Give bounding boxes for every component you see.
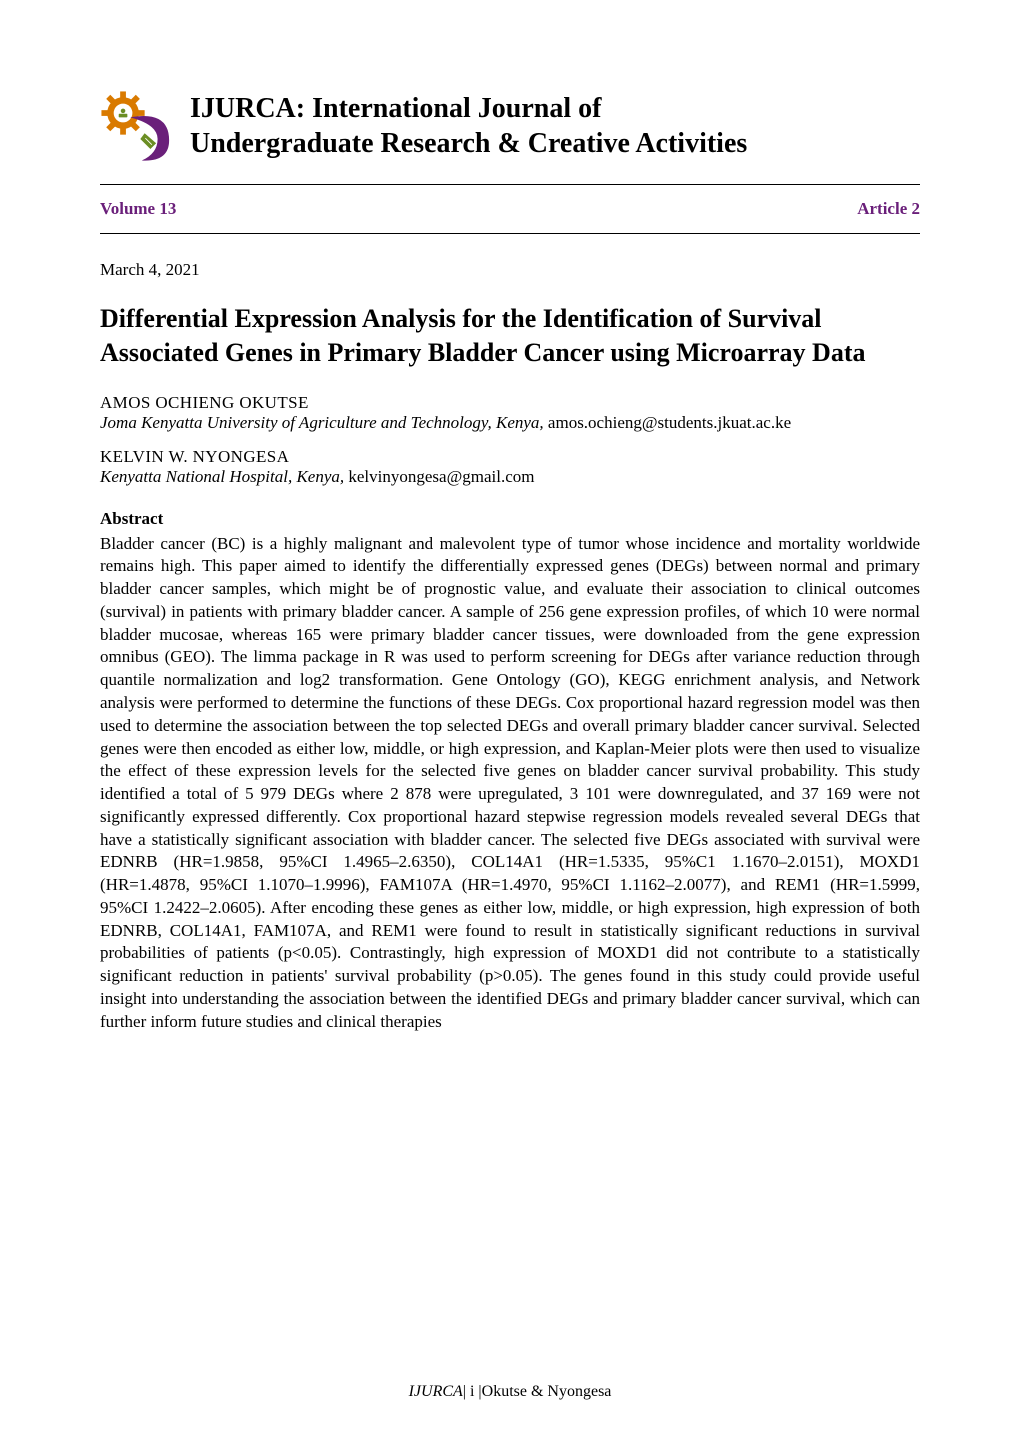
bottom-rule <box>100 233 920 234</box>
journal-logo-icon <box>100 90 172 162</box>
author-email-1: amos.ochieng@students.jkuat.ac.ke <box>548 413 791 432</box>
footer-authors-short: Okutse & Nyongesa <box>482 1383 612 1400</box>
author-affil-2: Kenyatta National Hospital, Kenya, kelvi… <box>100 467 920 487</box>
author-email-2: kelvinyongesa@gmail.com <box>348 467 534 486</box>
abstract-heading: Abstract <box>100 509 920 529</box>
paper-title: Differential Expression Analysis for the… <box>100 302 920 371</box>
volume-article-row: Volume 13 Article 2 <box>100 185 920 233</box>
abstract-body: Bladder cancer (BC) is a highly malignan… <box>100 533 920 1034</box>
journal-header: IJURCA: International Journal of Undergr… <box>100 90 920 162</box>
footer-page-fragment: | i | <box>463 1383 482 1400</box>
page-footer: IJURCA| i |Okutse & Nyongesa <box>0 1383 1020 1401</box>
author-institution-2: Kenyatta National Hospital, Kenya, <box>100 467 344 486</box>
author-name-2: KELVIN W. NYONGESA <box>100 447 920 467</box>
article-label: Article 2 <box>857 199 920 219</box>
author-name-1: AMOS OCHIENG OKUTSE <box>100 393 920 413</box>
publication-date: March 4, 2021 <box>100 260 920 280</box>
footer-journal-abbrev: IJURCA <box>409 1383 463 1400</box>
journal-title-line1: IJURCA: International Journal of <box>190 93 601 124</box>
volume-label: Volume 13 <box>100 199 176 219</box>
author-affil-1: Joma Kenyatta University of Agriculture … <box>100 413 920 433</box>
journal-title: IJURCA: International Journal of Undergr… <box>190 91 747 161</box>
author-institution-1: Joma Kenyatta University of Agriculture … <box>100 413 544 432</box>
journal-title-line2: Undergraduate Research & Creative Activi… <box>190 128 747 159</box>
